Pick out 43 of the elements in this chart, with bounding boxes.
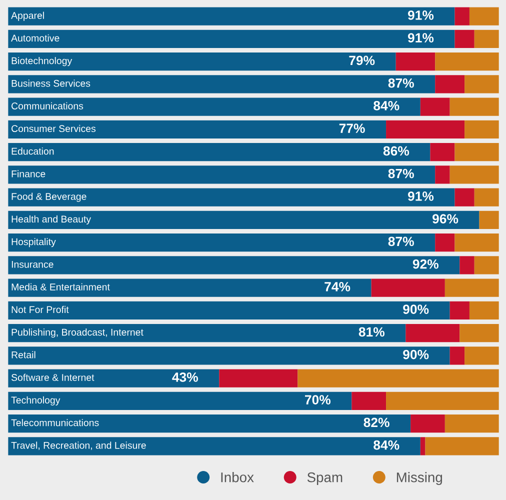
data-label: 91% (408, 33, 434, 42)
data-label: 90% (403, 304, 429, 314)
y-tick-label: Software & Internet (11, 374, 94, 381)
data-label: 82% (364, 418, 390, 428)
data-label: 43% (172, 372, 198, 382)
legend-label: Spam (307, 472, 342, 485)
y-tick-label: Travel, Recreation, and Leisure (11, 442, 146, 450)
data-label: 96% (432, 214, 458, 224)
data-label: 87% (388, 236, 414, 246)
y-tick-label: Technology (11, 396, 60, 406)
y-tick-label: Hospitality (12, 238, 56, 248)
y-tick-label: Consumer Services (12, 124, 96, 132)
data-label: 74% (324, 282, 350, 292)
y-tick-label: Food & Beverage (12, 192, 86, 202)
data-label: 91% (408, 192, 434, 201)
data-label: 87% (388, 78, 414, 88)
data-label: 70% (305, 395, 331, 404)
y-tick-label: Automotive (11, 34, 60, 42)
y-tick-label: Apparel (11, 12, 44, 21)
y-tick-label: Insurance (12, 261, 54, 268)
y-tick-label: Biotechnology (12, 57, 72, 66)
y-tick-label: Education (12, 148, 54, 155)
data-label: 77% (339, 124, 365, 133)
y-tick-label: Communications (12, 102, 84, 110)
y-tick-label: Telecommunications (11, 419, 99, 426)
data-label: 90% (403, 350, 429, 360)
data-label: 84% (374, 101, 400, 110)
data-label: 92% (412, 259, 438, 269)
data-label: 81% (358, 327, 384, 337)
y-tick-label: Publishing, Broadcast, Internet (12, 328, 144, 338)
y-tick-label: Not For Profit (12, 306, 69, 314)
y-tick-label: Health and Beauty (12, 215, 92, 224)
y-tick-label: Finance (12, 170, 46, 178)
data-label: 79% (349, 56, 375, 66)
y-tick-label: Media & Entertainment (12, 283, 110, 290)
data-label: 86% (383, 146, 410, 156)
y-tick-label: Retail (12, 351, 36, 358)
data-label: 84% (374, 440, 400, 450)
data-label: 87% (388, 168, 414, 178)
legend-label: Inbox (221, 472, 254, 482)
data-label: 91% (408, 10, 434, 20)
y-tick-label: Business Services (12, 80, 90, 87)
legend-label: Missing (396, 472, 442, 485)
